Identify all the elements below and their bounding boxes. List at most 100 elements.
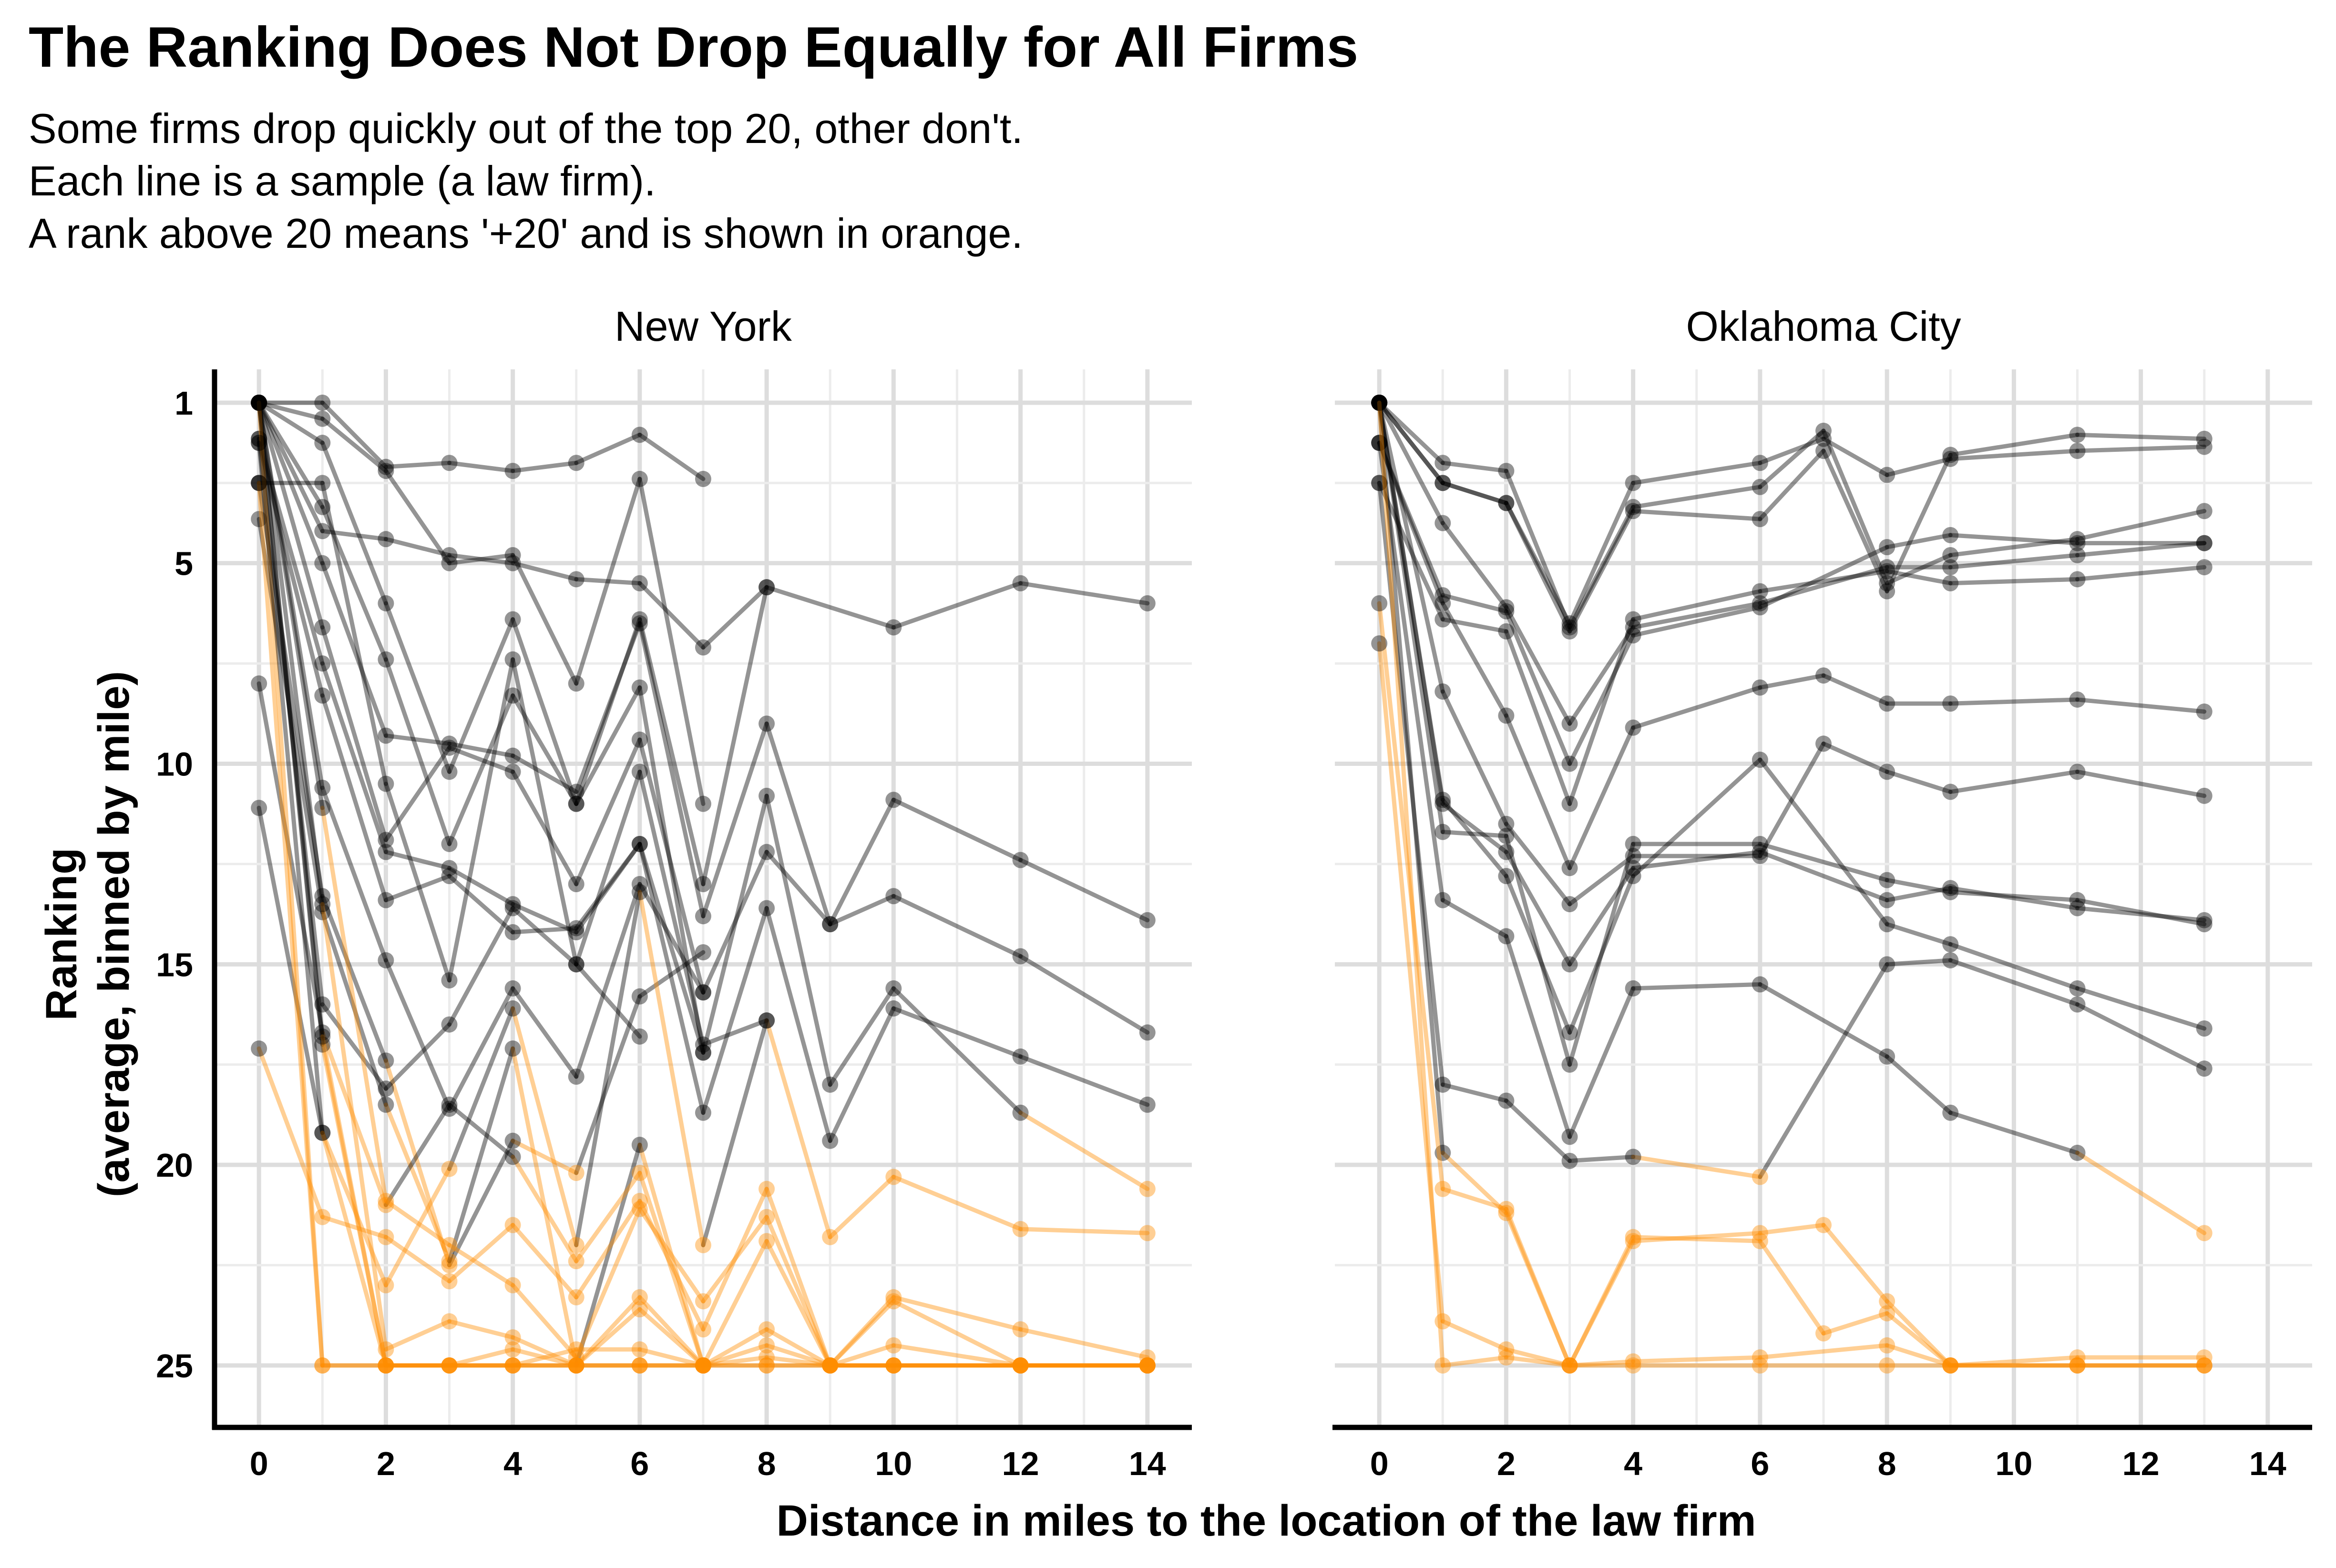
data-point xyxy=(1942,450,1959,467)
data-point xyxy=(568,1237,584,1253)
line-segment xyxy=(828,1295,896,1368)
line-segment xyxy=(447,745,515,774)
data-point xyxy=(1434,795,1451,812)
data-point xyxy=(1752,599,1768,616)
line-segment xyxy=(574,882,642,1079)
line-segment xyxy=(256,400,325,1368)
line-segment xyxy=(637,1199,706,1332)
line-segment xyxy=(383,460,452,469)
data-point xyxy=(314,1209,331,1225)
line-segment xyxy=(320,902,388,1352)
line-segment xyxy=(256,400,325,509)
series-line xyxy=(251,395,1156,1374)
data-point xyxy=(631,1165,648,1181)
data-point xyxy=(631,679,648,696)
line-segment xyxy=(1885,1343,1953,1368)
data-point xyxy=(695,908,711,925)
data-point xyxy=(504,764,521,780)
y-tick-label: 25 xyxy=(156,1347,193,1385)
x-tick-label: 6 xyxy=(630,1445,649,1482)
data-point xyxy=(1434,475,1451,491)
data-point xyxy=(1371,395,1388,411)
data-point xyxy=(2196,1349,2213,1366)
line-segment xyxy=(701,1018,769,1247)
line-segment xyxy=(891,581,1023,630)
line-segment xyxy=(511,460,579,473)
line-segment xyxy=(701,906,769,1115)
line-segment xyxy=(574,842,642,931)
data-point xyxy=(695,944,711,961)
line-segment xyxy=(1758,982,1889,1059)
line-segment xyxy=(1504,1211,1572,1368)
data-point xyxy=(568,1357,584,1374)
line-segment xyxy=(511,906,579,967)
data-point xyxy=(378,844,394,860)
data-point xyxy=(378,1277,394,1293)
line-segment xyxy=(320,805,388,1203)
data-point xyxy=(1625,1353,1641,1370)
data-point xyxy=(1625,1357,1641,1374)
series-line xyxy=(251,395,1156,656)
line-segment xyxy=(1504,500,1572,634)
data-point xyxy=(822,916,839,933)
data-point xyxy=(1498,495,1515,511)
data-point xyxy=(885,792,902,808)
line-segment xyxy=(1631,850,1762,870)
data-point xyxy=(885,1293,902,1310)
line-segment xyxy=(1377,400,1445,806)
line-segment xyxy=(511,1154,579,1263)
data-point xyxy=(1012,948,1029,965)
gridlines xyxy=(215,369,1192,1427)
series-line xyxy=(251,395,1156,1041)
data-point xyxy=(1012,1104,1029,1121)
data-point xyxy=(314,996,331,1013)
data-point xyxy=(695,1036,711,1053)
data-point xyxy=(568,1357,584,1374)
line-segment xyxy=(891,1174,1023,1232)
gridlines xyxy=(1335,369,2312,1427)
line-segment xyxy=(574,1199,642,1300)
data-point xyxy=(568,455,584,471)
line-segment xyxy=(1018,1227,1150,1235)
data-point xyxy=(695,1104,711,1121)
line-segment xyxy=(383,958,452,1111)
line-segment xyxy=(1885,922,1953,947)
line-segment xyxy=(447,617,515,774)
data-point xyxy=(378,463,394,479)
data-point xyxy=(1498,1205,1515,1222)
line-segment xyxy=(1568,617,1636,806)
line-segment xyxy=(320,440,388,606)
data-point xyxy=(885,1000,902,1017)
data-point xyxy=(822,1357,839,1374)
data-point xyxy=(568,924,584,940)
data-point xyxy=(822,1132,839,1149)
data-point xyxy=(631,835,648,852)
line-segment xyxy=(637,890,706,1247)
data-point xyxy=(314,896,331,913)
data-point xyxy=(1625,1149,1641,1165)
line-segment xyxy=(1631,485,1762,509)
data-point xyxy=(251,1040,267,1057)
data-point xyxy=(822,1357,839,1374)
line-segment xyxy=(1821,741,1889,774)
data-point xyxy=(695,984,711,1001)
data-point xyxy=(1942,559,1959,576)
data-point xyxy=(504,1217,521,1233)
line-segment xyxy=(764,585,896,630)
data-point xyxy=(251,395,267,411)
data-point xyxy=(822,1357,839,1374)
data-point xyxy=(1498,623,1515,640)
data-point xyxy=(1879,1337,1895,1354)
data-point xyxy=(1371,395,1388,411)
data-point xyxy=(1139,1181,1156,1197)
line-segment xyxy=(447,553,515,566)
series-line xyxy=(251,475,1156,1374)
data-point xyxy=(758,579,775,596)
line-segment xyxy=(320,785,388,963)
data-point xyxy=(758,715,775,732)
line-segment xyxy=(511,753,579,794)
line-segment xyxy=(1631,589,1762,621)
series-line xyxy=(1371,395,2213,636)
line-segment xyxy=(256,440,325,1135)
data-point xyxy=(1561,755,1578,772)
